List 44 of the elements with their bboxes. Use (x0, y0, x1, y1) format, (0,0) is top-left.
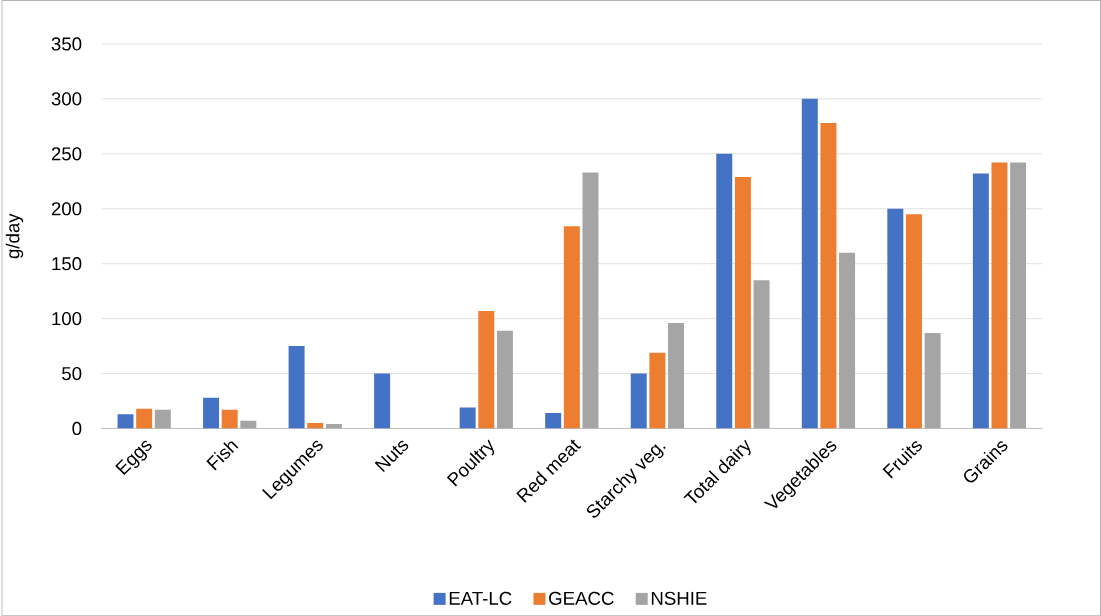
bar (716, 153, 733, 429)
bar (374, 373, 391, 429)
bar (753, 280, 770, 429)
bar (972, 173, 989, 429)
bar (288, 345, 305, 429)
bar (136, 408, 153, 429)
bar (582, 172, 599, 429)
bar (1010, 162, 1027, 429)
y-tick-label: 200 (51, 202, 82, 216)
bar (325, 423, 342, 429)
bar (668, 322, 684, 429)
y-tick-label: 100 (52, 311, 82, 326)
y-axis-title: g/day (5, 213, 24, 259)
y-tick-label: 50 (62, 366, 82, 381)
y-tick-label: 350 (51, 37, 82, 51)
y-tick-label: 150 (52, 256, 82, 271)
bar (240, 420, 257, 429)
bar (459, 407, 476, 429)
y-tick-label: 250 (51, 147, 82, 161)
bar (545, 412, 562, 429)
bar (649, 352, 666, 429)
bar (478, 310, 495, 429)
bar (734, 176, 751, 429)
legend-label: GEACC (549, 591, 614, 605)
legend-label: EAT-LC (449, 591, 512, 605)
bar (991, 162, 1008, 429)
y-tick-label: 300 (51, 92, 82, 106)
bar (307, 422, 324, 429)
bar (563, 226, 580, 429)
bar (801, 98, 818, 429)
bar (221, 409, 238, 429)
y-tick-label: 0 (72, 421, 82, 435)
bar (820, 122, 837, 429)
bar (117, 414, 134, 429)
bar (887, 208, 904, 429)
bar (154, 409, 171, 429)
bar (839, 252, 856, 429)
bar (203, 397, 220, 429)
x-tick-label: Fish (206, 441, 239, 471)
bar (924, 332, 941, 429)
bar (496, 330, 513, 429)
legend-label: NSHIE (651, 591, 707, 605)
bar (905, 214, 922, 429)
bar (630, 373, 647, 429)
